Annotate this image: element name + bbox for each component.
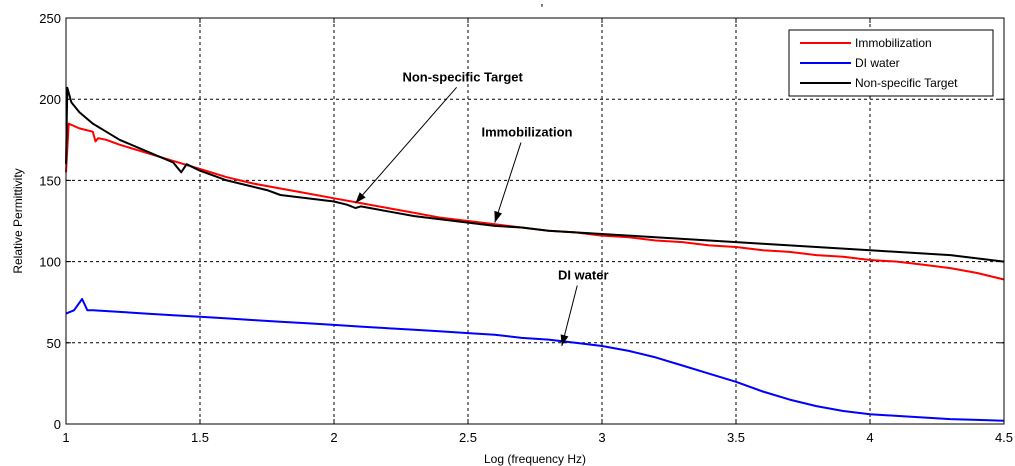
x-tick-label: 3 [598,430,605,445]
y-axis-label: Relative Permittivity [11,168,25,273]
legend-label: Non-specific Target [855,76,958,90]
y-tick-label: 50 [47,336,61,351]
series-line-di-water [65,298,1005,422]
plot-frame [65,17,1005,425]
series-line-immobilization [65,122,1005,281]
top-mark: ' [541,1,543,16]
x-tick-label: 2 [330,430,337,445]
annotation-arrowhead [560,334,569,347]
annotation-label: DI water [558,267,609,282]
y-tick-label: 200 [39,92,61,107]
x-axis-label: Log (frequency Hz) [484,452,586,466]
x-tick-label: 1 [62,430,69,445]
x-tick-label: 1.5 [191,430,209,445]
annotation-arrow [355,87,458,204]
axis-ticks: 1 1.5 2 2.5 3 3.5 4 4.5 0 50 100 150 200 250 [39,11,1013,445]
annotation-arrowhead [355,192,366,204]
y-tick-label: 250 [39,11,61,26]
annotation-label: Non-specific Target [402,69,523,84]
annotation-arrowhead [494,210,503,223]
annotation-arrow [494,142,522,223]
y-tick-label: 150 [39,173,61,188]
series-line-non-specific-target [65,86,1005,263]
x-tick-label: 4 [866,430,873,445]
legend: Immobilization DI water Non-specific Targe… [788,29,994,97]
x-tick-label: 2.5 [459,430,477,445]
annotations: Non-specific Target Immobilization DI wate… [355,69,609,347]
x-tick-label: 3.5 [727,430,745,445]
y-tick-label: 100 [39,255,61,270]
series-lines [65,86,1005,422]
legend-label: DI water [855,56,900,70]
y-tick-label: 0 [54,417,61,432]
annotation-label: Immobilization [481,125,572,140]
grid [66,18,1004,424]
x-tick-label: 4.5 [995,430,1013,445]
legend-label: Immobilization [855,36,932,50]
